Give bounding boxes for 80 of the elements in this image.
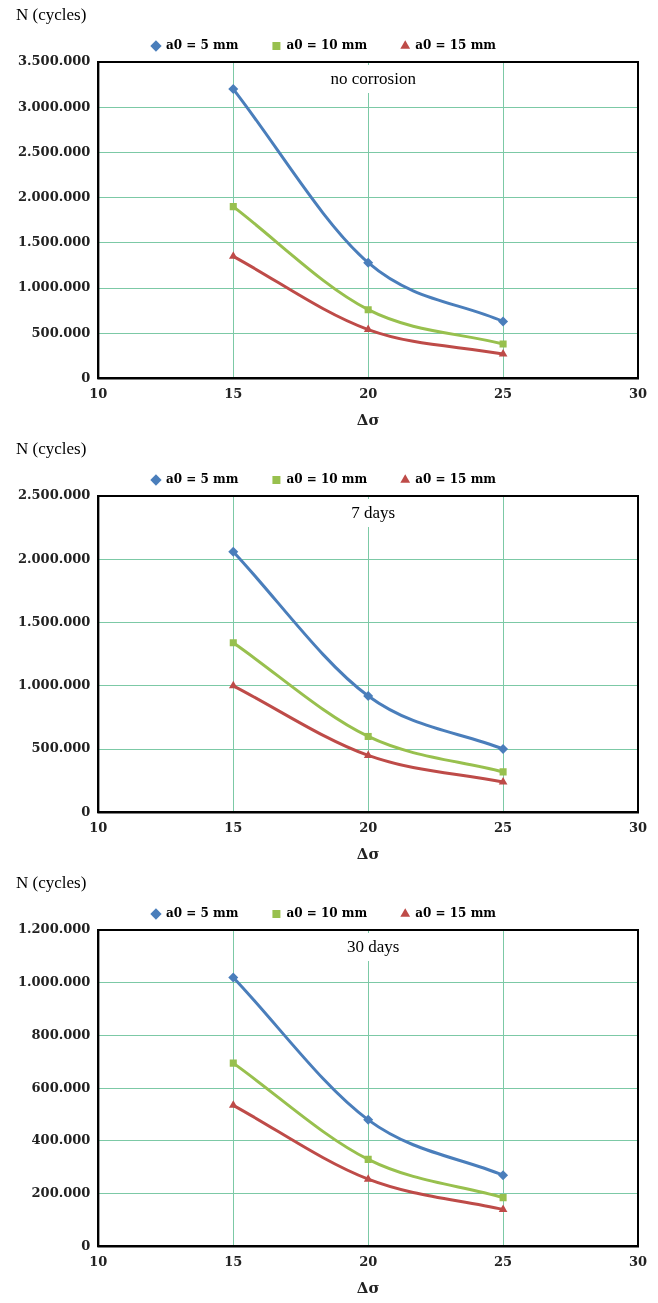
- point: [228, 84, 239, 95]
- x-tick-label: 25: [494, 385, 513, 401]
- legend-label: a0 = 15 mm: [415, 906, 497, 921]
- point: [364, 732, 372, 740]
- chart-title: 30 days: [346, 937, 400, 957]
- legend-label: a0 = 15 mm: [415, 38, 497, 53]
- y-tick-label: 3.000.000: [17, 98, 91, 114]
- point: [499, 768, 507, 776]
- point: [229, 1059, 237, 1067]
- y-tick-label: 2.500.000: [17, 487, 91, 503]
- point: [498, 1170, 509, 1181]
- y-tick-label: 600.000: [31, 1079, 91, 1095]
- point: [498, 348, 508, 357]
- y-tick-label: 1.500.000: [17, 613, 91, 629]
- point: [499, 1194, 507, 1202]
- point: [498, 1204, 508, 1212]
- x-tick-label: 25: [494, 1253, 513, 1269]
- y-tick-label: 1.000.000: [17, 677, 91, 693]
- legend-label: a0 = 10 mm: [286, 472, 368, 487]
- point: [363, 750, 373, 758]
- point: [363, 1174, 373, 1182]
- legend-label: a0 = 10 mm: [286, 906, 368, 921]
- y-tick-label: 800.000: [31, 1026, 91, 1042]
- y-tick-label: 400.000: [31, 1132, 91, 1148]
- point: [229, 203, 237, 211]
- x-tick-label: 30: [628, 385, 648, 401]
- x-axis-title: Δσ: [356, 1278, 380, 1297]
- x-tick-label: 10: [89, 385, 108, 401]
- point: [364, 1155, 372, 1163]
- x-tick-label: 25: [494, 819, 513, 835]
- point: [363, 690, 374, 701]
- point: [228, 972, 239, 983]
- legend-label: a0 = 10 mm: [286, 38, 368, 53]
- y-tick-label: 3.500.000: [17, 53, 91, 69]
- y-axis-title: N (cycles): [16, 873, 87, 893]
- point: [498, 744, 509, 755]
- chart-title: 7 days: [351, 503, 396, 523]
- y-axis-title: N (cycles): [16, 5, 87, 25]
- x-tick-label: 15: [224, 819, 243, 835]
- y-tick-label: 0: [81, 803, 91, 819]
- point: [228, 1100, 238, 1108]
- x-tick-label: 20: [359, 1253, 378, 1269]
- point: [363, 1114, 374, 1125]
- point: [363, 257, 374, 268]
- y-tick-label: 2.000.000: [17, 188, 91, 204]
- point: [499, 340, 507, 348]
- y-tick-label: 0: [81, 369, 91, 385]
- y-tick-label: 500.000: [31, 324, 91, 340]
- y-tick-label: 500.000: [31, 740, 91, 756]
- x-tick-label: 20: [359, 385, 378, 401]
- legend-label: a0 = 5 mm: [165, 472, 239, 487]
- x-tick-label: 10: [89, 1253, 108, 1269]
- point: [498, 777, 508, 785]
- point: [498, 316, 509, 327]
- x-tick-label: 10: [89, 819, 108, 835]
- x-tick-label: 15: [224, 1253, 243, 1269]
- legend-label: a0 = 5 mm: [165, 906, 239, 921]
- x-axis-title: Δσ: [356, 844, 380, 863]
- point: [229, 639, 237, 647]
- x-tick-label: 30: [628, 1253, 648, 1269]
- point: [228, 680, 238, 689]
- point: [228, 251, 238, 259]
- y-tick-label: 0: [81, 1237, 91, 1253]
- y-tick-label: 1.200.000: [17, 921, 91, 937]
- x-axis-title: Δσ: [356, 410, 380, 429]
- y-tick-label: 200.000: [31, 1185, 91, 1201]
- y-tick-label: 1.000.000: [17, 974, 91, 990]
- point: [228, 546, 239, 557]
- y-axis-title: N (cycles): [16, 439, 87, 459]
- x-tick-label: 30: [628, 819, 648, 835]
- y-tick-label: 2.500.000: [17, 143, 91, 159]
- y-tick-label: 1.500.000: [17, 234, 91, 250]
- y-tick-label: 2.000.000: [17, 550, 91, 566]
- legend-label: a0 = 15 mm: [415, 472, 497, 487]
- legend-label: a0 = 5 mm: [165, 38, 239, 53]
- point: [364, 306, 372, 314]
- x-tick-label: 20: [359, 819, 378, 835]
- y-tick-label: 1.000.000: [17, 279, 91, 295]
- chart-title: no corrosion: [330, 69, 417, 89]
- x-tick-label: 15: [224, 385, 243, 401]
